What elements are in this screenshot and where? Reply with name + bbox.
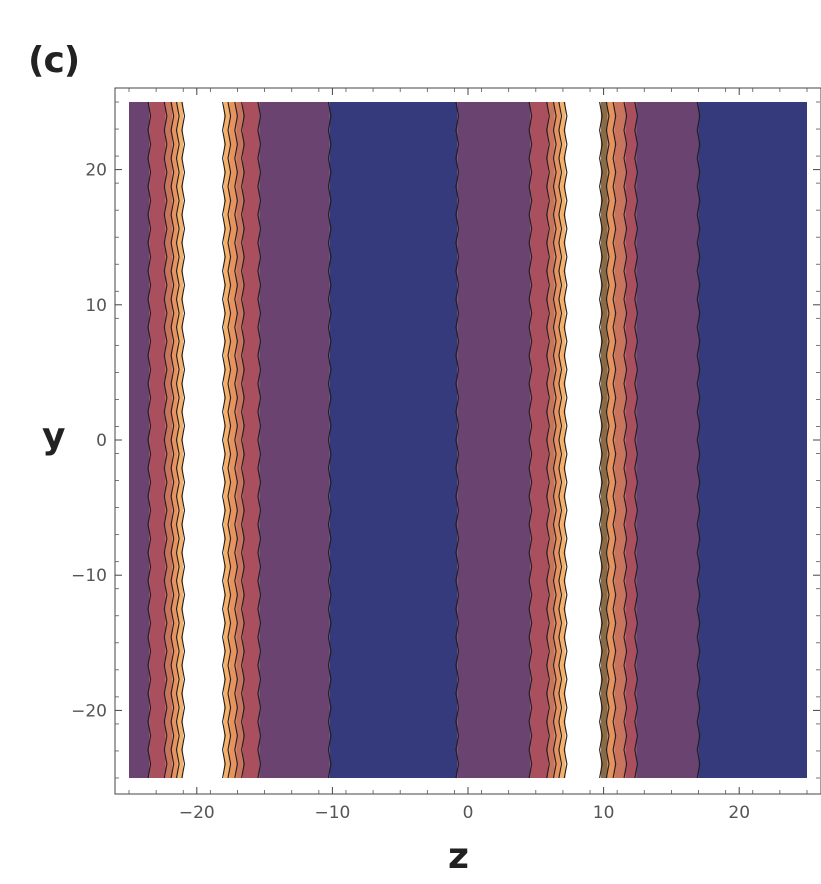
contour-band-4: [177, 102, 184, 778]
contour-line-8: [241, 101, 245, 779]
contour-band-2: [165, 102, 173, 778]
contour-band-18: [600, 102, 608, 778]
contour-line-14: [552, 101, 557, 779]
contour-line-22: [696, 101, 701, 779]
contour-band-17: [565, 102, 601, 778]
contour-band-0: [129, 102, 150, 778]
x-tick-label: −20: [179, 803, 215, 823]
contour-band-1: [149, 102, 166, 778]
contour-line-4: [181, 101, 186, 779]
contour-line-15: [558, 101, 563, 779]
contour-line-3: [175, 101, 180, 779]
contour-line-21: [634, 101, 638, 779]
contour-line-10: [327, 101, 332, 779]
contour-bands: [129, 102, 807, 778]
y-axis-ticks: 20 10 0 −10 −20: [71, 101, 820, 779]
contour-line-13: [546, 101, 550, 779]
contour-line-5: [222, 101, 226, 779]
contour-line-20: [623, 101, 628, 779]
y-tick-label: −10: [71, 566, 107, 586]
contour-band-21: [625, 102, 637, 778]
contour-band-11: [329, 102, 458, 778]
contour-band-23: [698, 102, 807, 778]
contour-band-20: [614, 102, 626, 778]
y-tick-label: 20: [85, 161, 107, 181]
x-tick-label: 0: [463, 803, 474, 823]
contour-band-15: [554, 102, 561, 778]
contour-lines: [147, 101, 701, 779]
contour-band-13: [530, 102, 549, 778]
x-tick-label: −10: [314, 803, 350, 823]
contour-band-10: [259, 102, 330, 778]
contour-line-9: [257, 101, 262, 779]
contour-band-3: [172, 102, 178, 778]
contour-band-16: [560, 102, 566, 778]
contour-line-6: [227, 101, 232, 779]
y-tick-label: −20: [71, 701, 107, 721]
contour-band-6: [223, 102, 230, 778]
contour-line-17: [599, 101, 603, 779]
contour-line-19: [612, 101, 617, 779]
contour-line-2: [170, 101, 175, 779]
contour-band-14: [548, 102, 555, 778]
contour-band-22: [636, 102, 699, 778]
x-axis-label: z: [448, 836, 469, 877]
x-axis-ticks: −20 −10 0 10 20: [128, 88, 808, 823]
x-tick-label: 20: [728, 803, 750, 823]
y-tick-label: 0: [96, 431, 107, 451]
contour-line-11: [455, 101, 460, 779]
y-tick-label: 10: [85, 296, 107, 316]
contour-band-12: [457, 102, 531, 778]
contour-band-8: [236, 102, 243, 778]
contour-line-7: [234, 101, 238, 779]
panel-label: (c): [28, 40, 80, 81]
contour-band-9: [242, 102, 260, 778]
contour-line-18: [605, 101, 610, 779]
contour-band-5: [183, 102, 224, 778]
contour-band-7: [229, 102, 237, 778]
y-axis-label: y: [42, 416, 66, 457]
contour-line-1: [163, 101, 168, 779]
contour-line-16: [563, 101, 568, 779]
x-tick-label: 10: [593, 803, 615, 823]
contour-band-19: [607, 102, 615, 778]
contour-line-12: [528, 101, 533, 779]
contour-line-0: [147, 101, 152, 779]
